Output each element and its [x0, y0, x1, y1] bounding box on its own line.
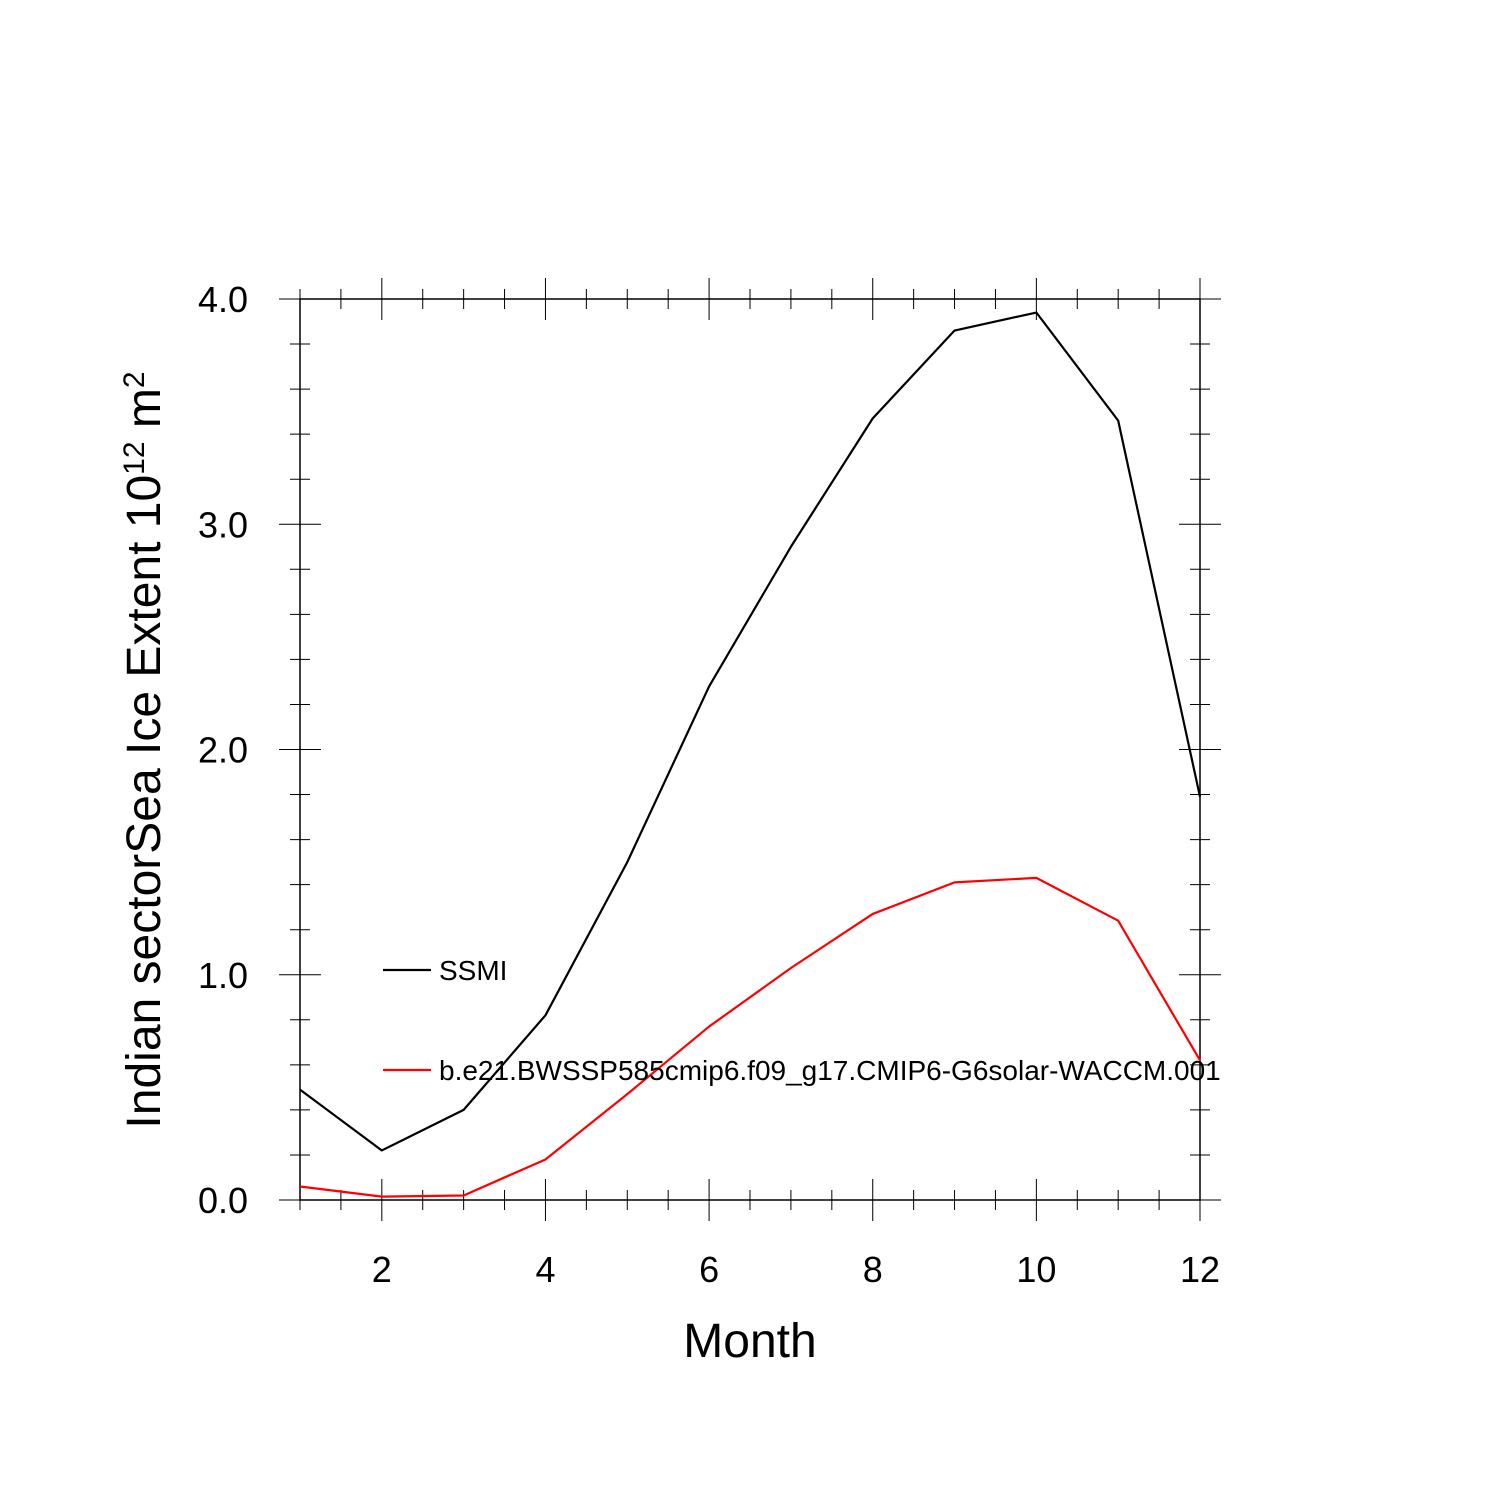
y-axis-title-unit: m: [118, 388, 171, 441]
legend-label-2: b.e21.BWSSP585cmip6.f09_g17.CMIP6-G6sola…: [439, 1055, 1221, 1086]
y-tick-label: 4.0: [198, 279, 248, 320]
legend-label-1: SSMI: [439, 955, 507, 986]
axis-ticks: [279, 278, 1221, 1221]
x-tick-label: 4: [535, 1249, 555, 1290]
series-line-2: [299, 876, 1201, 1198]
y-axis-title: Indian sectorSea Ice Extent 1012 m2: [118, 371, 172, 1128]
data-series: [299, 311, 1202, 1198]
y-tick-label: 1.0: [198, 955, 248, 996]
y-axis-title-exponent-1: 12: [118, 441, 151, 474]
x-tick-label: 12: [1180, 1249, 1220, 1290]
y-tick-label: 2.0: [198, 730, 248, 771]
y-axis-title-exponent-2: 2: [118, 371, 151, 388]
y-axis-title-prefix: Indian sectorSea Ice Extent 10: [118, 475, 171, 1129]
x-tick-label: 10: [1016, 1249, 1056, 1290]
x-tick-label: 6: [699, 1249, 719, 1290]
series-line-1: [299, 311, 1202, 1152]
axis-tick-labels: 2 4 6 8 10 12 0.0 1.0 2.0 3.0 4.0: [198, 279, 1220, 1290]
x-tick-label: 2: [372, 1249, 392, 1290]
y-tick-label: 0.0: [198, 1180, 248, 1221]
legend: SSMI b.e21.BWSSP585cmip6.f09_g17.CMIP6-G6…: [383, 955, 1221, 1086]
x-tick-label: 8: [863, 1249, 883, 1290]
y-tick-label: 3.0: [198, 504, 248, 545]
x-axis-title: Month: [683, 1315, 816, 1368]
